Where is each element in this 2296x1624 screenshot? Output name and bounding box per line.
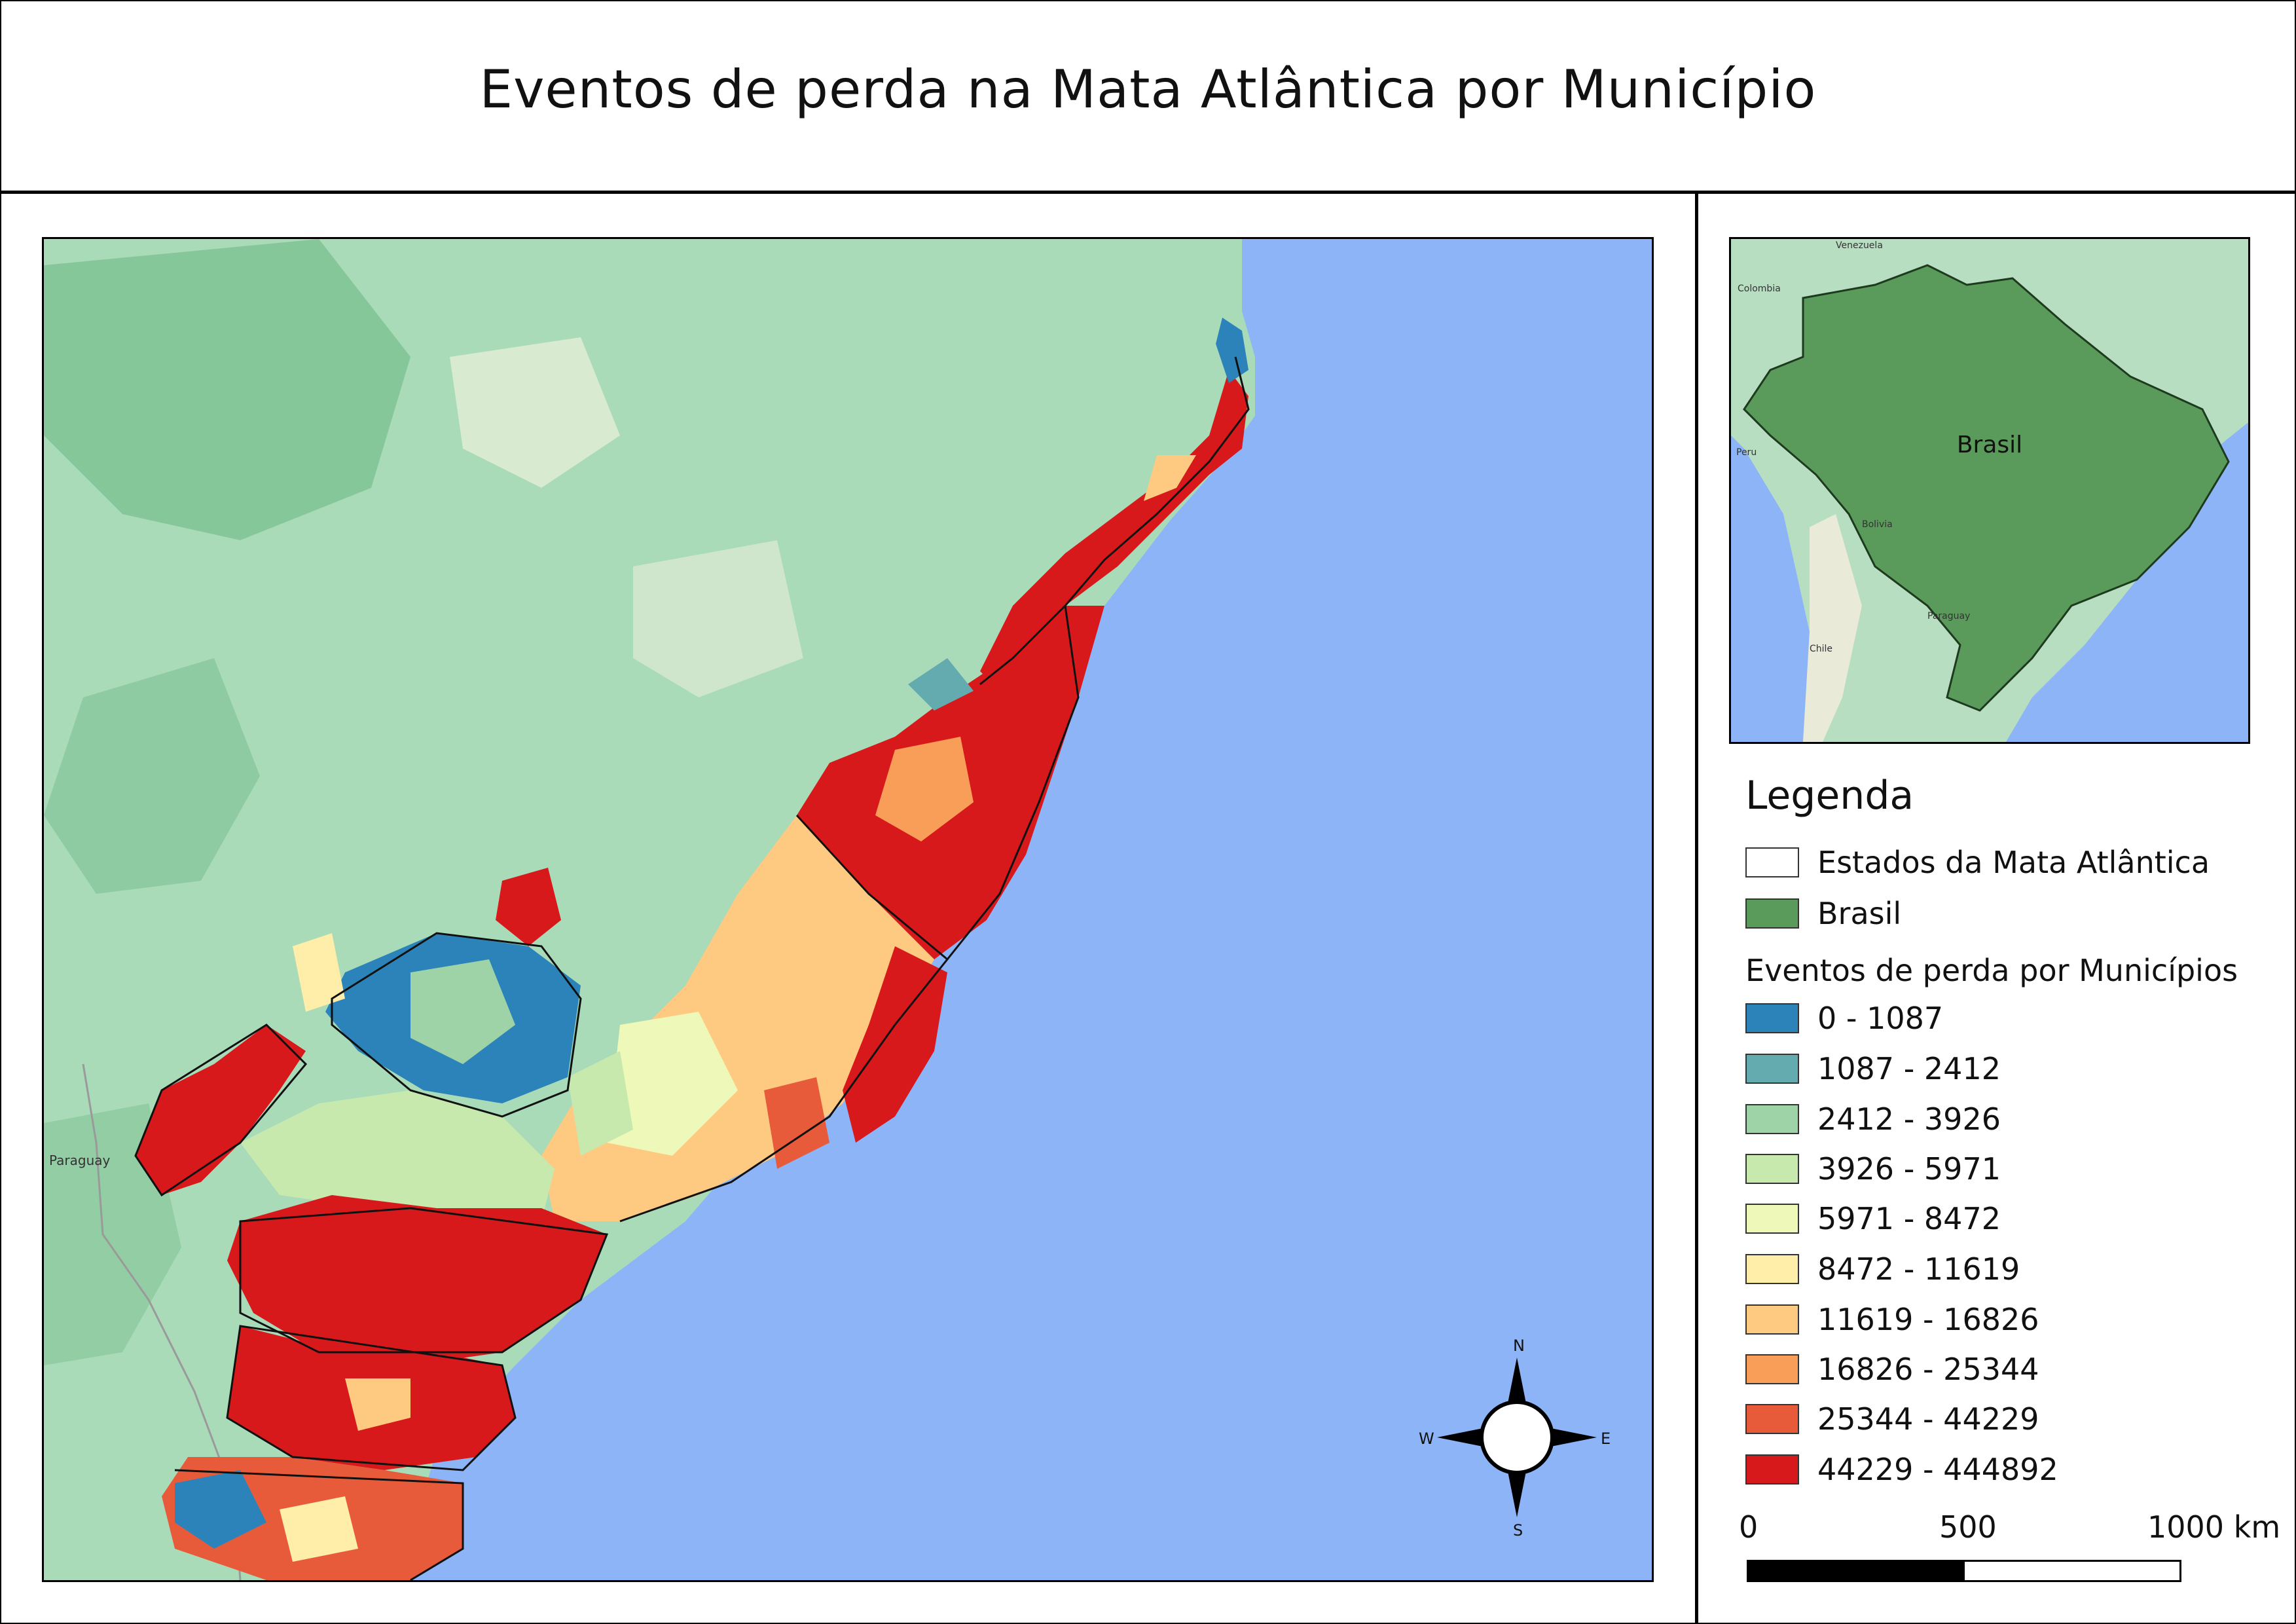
- legend-class-swatch: [1745, 1003, 1799, 1033]
- dry-patch: [633, 540, 803, 697]
- legend-class: 16826 - 25344: [1745, 1352, 2039, 1387]
- dry-patch: [450, 337, 620, 488]
- legend-class: 5971 - 8472: [1745, 1201, 2001, 1236]
- colombia-label: Colombia: [1738, 284, 1781, 294]
- scale-label-500: 500: [1939, 1509, 1997, 1545]
- legend-class-label: 16826 - 25344: [1817, 1352, 2039, 1387]
- legend-class-swatch: [1745, 1304, 1799, 1335]
- legend-class-label: 8472 - 11619: [1817, 1251, 2020, 1287]
- bolivia-label: Bolivia: [1862, 519, 1893, 530]
- legend-classes-title: Eventos de perda por Municípios: [1745, 953, 2238, 988]
- region-rs-blue: [175, 1470, 266, 1549]
- region-southeast-yellow: [607, 1012, 738, 1156]
- legend-class-label: 3926 - 5971: [1817, 1151, 2001, 1187]
- legend-class-swatch: [1745, 1454, 1799, 1485]
- legend-class-swatch: [1745, 1254, 1799, 1284]
- region-sp-red: [227, 1195, 607, 1365]
- compass-south-label: S: [1513, 1521, 1523, 1540]
- region-northeast-orange: [1144, 455, 1196, 501]
- map-title: Eventos de perda na Mata Atlântica por M…: [479, 59, 1817, 120]
- region-northeast-coast: [980, 370, 1248, 697]
- scale-label-1000: 1000 km: [2147, 1509, 2281, 1545]
- paraguay-inset-label: Paraguay: [1927, 611, 1970, 621]
- forest-patch: [44, 239, 410, 540]
- inset-map-svg: Brasil Colombia Venezuela Peru Bolivia C…: [1731, 239, 2248, 742]
- legend-class-label: 5971 - 8472: [1817, 1201, 2001, 1236]
- state-borders: [134, 356, 1250, 1580]
- legend-class-swatch: [1745, 1104, 1799, 1134]
- legend-class-swatch: [1745, 1404, 1799, 1434]
- legend-class: 8472 - 11619: [1745, 1251, 2020, 1287]
- main-map-svg: Paraguay: [44, 239, 1597, 1580]
- legend-label-states: Estados da Mata Atlântica: [1817, 845, 2210, 880]
- compass-east-label: E: [1601, 1430, 1611, 1448]
- region-northeast-blue: [1216, 318, 1248, 383]
- region-ms-west: [136, 1025, 306, 1195]
- venezuela-label: Venezuela: [1836, 240, 1883, 251]
- peru-label: Peru: [1736, 447, 1757, 458]
- legend-class-label: 44229 - 444892: [1817, 1452, 2058, 1487]
- legend-class-label: 1087 - 2412: [1817, 1051, 2001, 1086]
- region-ms-west-light: [293, 933, 345, 1012]
- legend-class: 0 - 1087: [1745, 1001, 1944, 1036]
- region-rs-yellow: [280, 1496, 358, 1562]
- legend-class: 3926 - 5971: [1745, 1151, 2001, 1187]
- forest-patch: [44, 658, 260, 894]
- north-arrow: [1437, 1357, 1597, 1517]
- title-bar: [0, 0, 2296, 194]
- region-southeast-deep: [764, 1077, 829, 1169]
- scale-bar-segment: [1749, 1562, 1965, 1580]
- main-map[interactable]: Paraguay N S E W: [42, 237, 1654, 1582]
- legend-class: 11619 - 16826: [1745, 1302, 2039, 1337]
- legend-label-brasil: Brasil: [1817, 896, 1902, 931]
- legend-class: 1087 - 2412: [1745, 1051, 2001, 1086]
- legend-class-swatch: [1745, 1154, 1799, 1184]
- brazil-shape[interactable]: [1743, 264, 2230, 712]
- legend-class-swatch: [1745, 1204, 1799, 1234]
- legend-class-label: 0 - 1087: [1817, 1001, 1944, 1036]
- scale-bar: [1747, 1560, 2181, 1582]
- legend-class-label: 2412 - 3926: [1817, 1101, 2001, 1137]
- compass-west-label: W: [1419, 1430, 1434, 1448]
- chile-label: Chile: [1810, 644, 1832, 654]
- region-bahia-light: [875, 737, 974, 841]
- region-bahia-teal: [908, 658, 974, 710]
- andes-dry: [1803, 514, 1862, 742]
- scale-label-0: 0: [1739, 1509, 1758, 1545]
- legend-class: 44229 - 444892: [1745, 1452, 2058, 1487]
- legend-item-brasil: Brasil: [1745, 896, 1902, 931]
- brasil-label: Brasil: [1957, 432, 2022, 458]
- region-goias-light: [410, 959, 515, 1064]
- panel-divider: [1695, 194, 1698, 1624]
- paraguay-label: Paraguay: [49, 1153, 111, 1168]
- inset-map[interactable]: Brasil Colombia Venezuela Peru Bolivia C…: [1729, 237, 2250, 744]
- region-southeast-red: [843, 946, 947, 1143]
- compass-north-label: N: [1513, 1337, 1525, 1355]
- region-southeast-green: [568, 1051, 633, 1156]
- region-goias-top: [496, 868, 561, 946]
- legend-class: 2412 - 3926: [1745, 1101, 2001, 1137]
- region-sc-light: [345, 1378, 410, 1431]
- legend-swatch-brasil: [1745, 898, 1799, 929]
- legend-class-label: 25344 - 44229: [1817, 1401, 2039, 1437]
- legend-class-label: 11619 - 16826: [1817, 1302, 2039, 1337]
- legend-swatch-states: [1745, 847, 1799, 877]
- legend-class: 25344 - 44229: [1745, 1401, 2039, 1437]
- legend-title: Legenda: [1745, 773, 1914, 819]
- legend-class-swatch: [1745, 1054, 1799, 1084]
- region-sp-interior: [240, 1090, 555, 1221]
- legend-class-swatch: [1745, 1354, 1799, 1384]
- legend-item-states: Estados da Mata Atlântica: [1745, 845, 2210, 880]
